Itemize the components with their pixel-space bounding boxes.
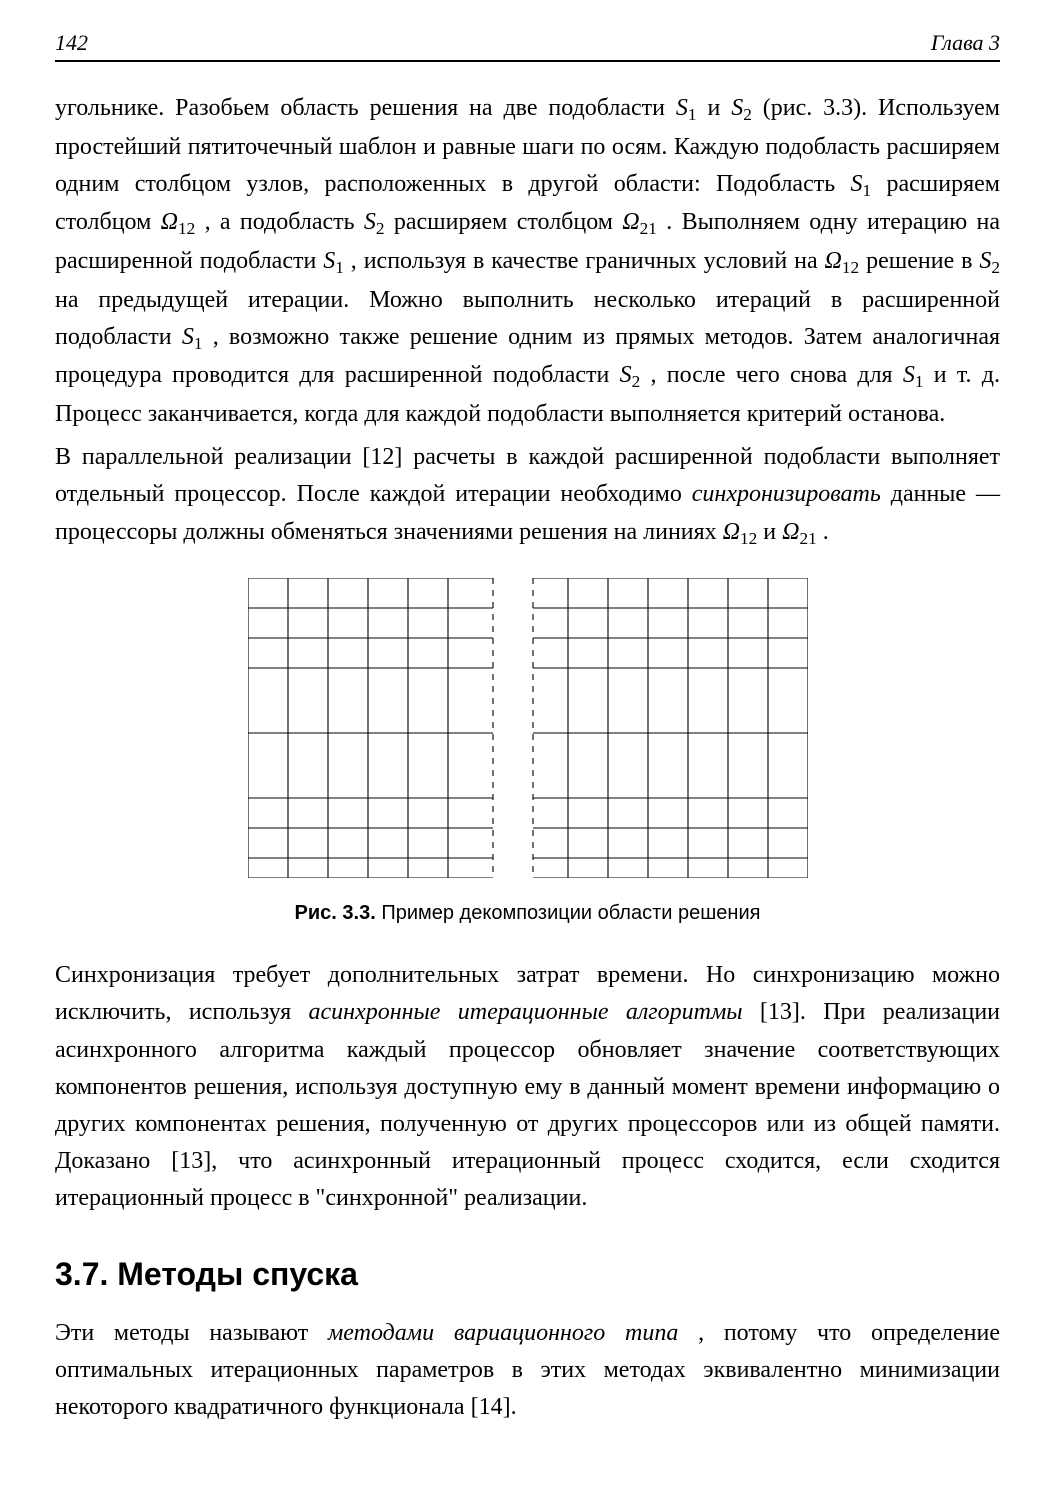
p4-text-a: Эти методы называют (55, 1320, 328, 1346)
page-number: 142 (55, 30, 88, 56)
math-s2: S2 (731, 95, 752, 121)
sym-s-7: S (182, 324, 194, 350)
figure-caption-label: Рис. 3.3. (295, 902, 376, 924)
paragraph-4: Эти методы называют методами вариационно… (55, 1315, 1000, 1427)
sym-s-3: S (851, 171, 863, 197)
sym-s-2: S (731, 95, 743, 121)
sub-21: 21 (640, 219, 657, 238)
sub-2c: 2 (991, 258, 1000, 277)
math-omega12-b: Ω12 (825, 248, 860, 274)
sub-12: 12 (178, 219, 195, 238)
paragraph-1: угольнике. Разобьем область решения на д… (55, 90, 1000, 433)
figure-3-3 (248, 578, 808, 878)
sym-omega-d: Ω (723, 519, 740, 545)
sym-s-4: S (364, 209, 376, 235)
math-s1-e: S1 (903, 362, 924, 388)
p2-text-c: и (763, 519, 782, 545)
sym-s-9: S (903, 362, 915, 388)
math-s2-c: S2 (979, 248, 1000, 274)
sub-2d: 2 (632, 372, 641, 391)
figure-svg (248, 578, 808, 878)
sym-s: S (676, 95, 688, 121)
math-s1-c: S1 (323, 248, 344, 274)
p4-em: методами вариационного типа (328, 1320, 678, 1346)
sub-1c: 1 (335, 258, 344, 277)
sym-s-5: S (323, 248, 335, 274)
paragraph-3: Синхронизация требует дополнительных зат… (55, 957, 1000, 1217)
math-s2-d: S2 (620, 362, 641, 388)
sub-12b: 12 (842, 258, 859, 277)
sym-s-6: S (979, 248, 991, 274)
math-omega21-b: Ω21 (782, 519, 817, 545)
page: 142 Глава 3 угольнике. Разобьем область … (0, 0, 1055, 1500)
sub-1d: 1 (194, 334, 203, 353)
math-omega21: Ω21 (622, 209, 657, 235)
sub-12c: 12 (740, 528, 757, 547)
sub-21b: 21 (800, 528, 817, 547)
paragraph-2: В параллельной реализации [12] расчеты в… (55, 439, 1000, 552)
figure-caption-text: Пример декомпозиции области решения (376, 902, 761, 924)
p1-text-b: и (707, 95, 731, 121)
p1-text-h: , используя в качестве граничных условий… (351, 248, 825, 274)
figure-caption: Рис. 3.3. Пример декомпозиции области ре… (55, 898, 1000, 929)
p1-text-a: угольнике. Разобьем область решения на д… (55, 95, 676, 121)
math-s1-d: S1 (182, 324, 203, 350)
p1-text-l: , после чего снова для (651, 362, 903, 388)
sym-omega-c: Ω (825, 248, 842, 274)
math-s1-b: S1 (851, 171, 872, 197)
p1-text-e: , а подобласть (205, 209, 364, 235)
p3-text-b: [13]. При реализации асинхронного алгори… (55, 999, 1000, 1211)
sym-omega: Ω (161, 209, 178, 235)
sym-omega-b: Ω (622, 209, 639, 235)
p1-text-f: расширяем столбцом (394, 209, 622, 235)
p2-text-d: . (823, 519, 829, 545)
chapter-label: Глава 3 (931, 30, 1000, 56)
sym-omega-e: Ω (782, 519, 799, 545)
sub-1: 1 (688, 105, 697, 124)
sub-2b: 2 (376, 219, 385, 238)
sub-2: 2 (743, 105, 752, 124)
sub-1b: 1 (863, 181, 872, 200)
math-s1: S1 (676, 95, 697, 121)
sub-1e: 1 (915, 372, 924, 391)
math-omega12-c: Ω12 (723, 519, 758, 545)
body-text: угольнике. Разобьем область решения на д… (55, 90, 1000, 1427)
math-s2-b: S2 (364, 209, 385, 235)
p3-em: асинхронные итерационные алгоритмы (309, 999, 743, 1025)
math-omega12: Ω12 (161, 209, 196, 235)
section-title-3-7: 3.7. Методы спуска (55, 1250, 1000, 1300)
running-head: 142 Глава 3 (55, 30, 1000, 62)
p1-text-i: решение в (866, 248, 979, 274)
sym-s-8: S (620, 362, 632, 388)
p2-em: синхронизировать (692, 481, 881, 507)
